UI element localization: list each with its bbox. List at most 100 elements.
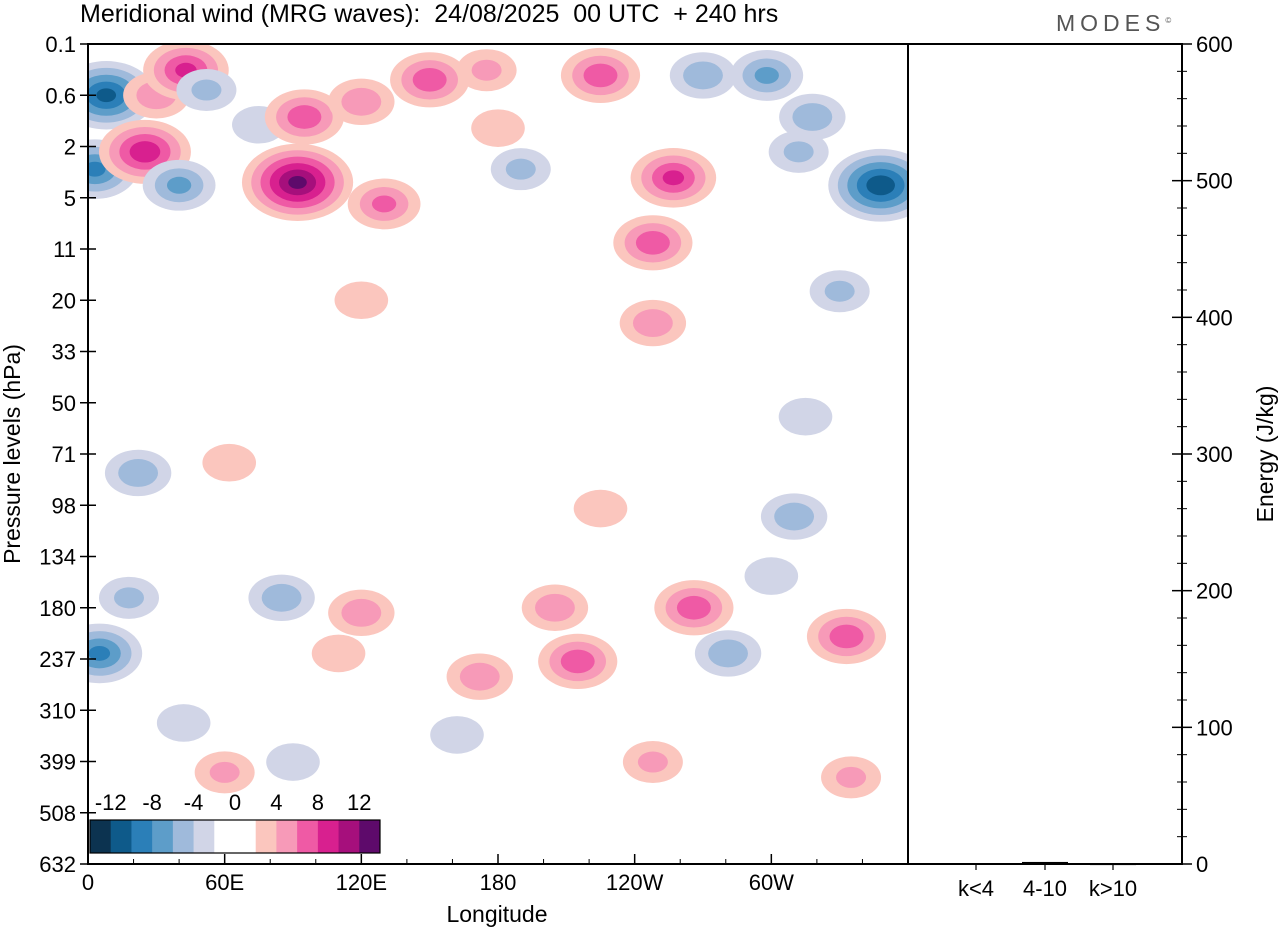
colorbar-frame (89, 819, 381, 854)
longitude-axis: 0 60E 120E 180 120W 60W (82, 854, 863, 895)
anomaly-negative-22 (779, 93, 846, 141)
contour-level (166, 176, 192, 194)
heatmap-field (88, 44, 908, 799)
anomaly-positive-34 (311, 634, 366, 673)
anomaly-negative-21 (730, 50, 804, 101)
colorbar-swatch (110, 820, 132, 853)
y-tick-label: 134 (39, 545, 76, 570)
colorbar-swatch (152, 820, 174, 853)
colorbar-label: -8 (142, 790, 162, 815)
contour-level (288, 175, 307, 189)
anomaly-negative-20 (669, 52, 737, 99)
y-tick-label: 50 (52, 391, 76, 416)
pressure-axis: 0.1 0.6 2 5 11 20 33 50 71 98 134 180 237 310 399 508 63… (39, 32, 96, 877)
contour-level (412, 68, 447, 92)
y-tick-label: 310 (39, 698, 76, 723)
contour-level (471, 109, 525, 147)
x-axis-title: Longitude (446, 901, 547, 927)
anomaly-negative-30 (778, 397, 833, 436)
contour-level (209, 761, 240, 783)
logo-copyright-mark: © (1165, 16, 1172, 25)
colorbar-swatch (90, 820, 112, 853)
energy-tick-label: 200 (1196, 579, 1233, 604)
contour-level (459, 662, 500, 691)
contour-level (334, 281, 389, 320)
anomaly-positive-48 (194, 751, 255, 794)
x-tick-label: 60E (205, 870, 244, 895)
y-tick-label: 20 (52, 288, 76, 313)
anomaly-positive-15 (560, 47, 641, 104)
colorbar-label: 8 (312, 790, 324, 815)
colorbar-swatch (235, 820, 257, 853)
contour-level (778, 397, 833, 436)
contour-level (118, 459, 159, 487)
y-axis-title: Pressure levels (hPa) (0, 344, 25, 564)
x-tick-label: 120E (336, 870, 387, 895)
colorbar-swatch (359, 820, 381, 853)
contour-level (744, 557, 799, 595)
logo-text: MODES (1056, 10, 1166, 36)
anomaly-positive-18 (613, 215, 693, 271)
y-tick-label: 399 (39, 750, 76, 775)
category-label: k<4 (958, 876, 994, 901)
anomaly-positive-10 (347, 178, 421, 230)
chart-title: Meridional wind (MRG waves): 24/08/2025 … (80, 0, 779, 28)
contour-level (96, 88, 117, 103)
contour-level (583, 63, 618, 88)
contour-level (311, 634, 366, 673)
anomaly-negative-4 (176, 69, 237, 112)
contour-level (287, 105, 322, 129)
anomaly-negative-46 (156, 704, 211, 742)
energy-axis: 0 100 200 300 400 500 600 (1172, 32, 1233, 877)
colorbar-label: 12 (347, 790, 371, 815)
contour-level (708, 639, 748, 668)
x-tick-label: 60W (749, 870, 794, 895)
colorbar-swatch (276, 820, 298, 853)
energy-tick-label: 300 (1196, 442, 1233, 467)
anomaly-negative-16 (490, 148, 551, 191)
energy-axis-title: Energy (J/kg) (1252, 386, 1278, 523)
contour-level (573, 489, 628, 528)
colorbar-swatch (172, 820, 195, 853)
contour-level (635, 230, 670, 255)
y-tick-label: 632 (39, 852, 76, 877)
energy-tick-label: 500 (1196, 169, 1233, 194)
contour-level (202, 443, 257, 482)
anomaly-positive-38 (538, 633, 618, 690)
anomaly-negative-41 (694, 630, 762, 677)
y-tick-label: 0.6 (45, 83, 76, 108)
y-tick-label: 508 (39, 801, 76, 826)
contour-level (632, 309, 673, 338)
colorbar-swatch (338, 820, 360, 853)
anomaly-positive-28 (202, 443, 257, 482)
anomaly-positive-37 (521, 584, 589, 631)
anomaly-positive-17 (630, 148, 717, 208)
y-tick-label: 0.1 (45, 32, 76, 57)
anomaly-negative-31 (88, 623, 143, 684)
energy-panel-frame (907, 43, 1183, 865)
y-tick-label: 2 (64, 135, 76, 160)
anomaly-positive-44 (821, 756, 882, 799)
anomaly-positive-14 (471, 109, 525, 147)
contour-level (113, 587, 145, 609)
x-tick-label: 0 (82, 870, 94, 895)
contour-level (836, 766, 867, 788)
contour-level (341, 87, 382, 116)
wavenumber-categories: k<4 4-10 k>10 (958, 864, 1137, 901)
contour-level (471, 59, 502, 81)
colorbar: -12 -8 -4 0 4 8 12 (89, 790, 381, 854)
energy-tick-label: 400 (1196, 305, 1233, 330)
anomaly-positive-45 (622, 741, 683, 784)
colorbar-label: -4 (184, 790, 204, 815)
anomaly-positive-26 (334, 281, 389, 320)
contour-level (88, 161, 106, 177)
y-tick-label: 33 (52, 340, 76, 365)
x-tick-label: 120W (606, 870, 664, 895)
contour-level (560, 649, 595, 674)
modes-logo: MODES© (1056, 8, 1171, 38)
contour-level (535, 593, 575, 622)
colorbar-swatch (214, 820, 236, 853)
colorbar-label: 0 (229, 790, 241, 815)
contour-level (824, 280, 855, 302)
y-tick-label: 11 (53, 237, 76, 262)
